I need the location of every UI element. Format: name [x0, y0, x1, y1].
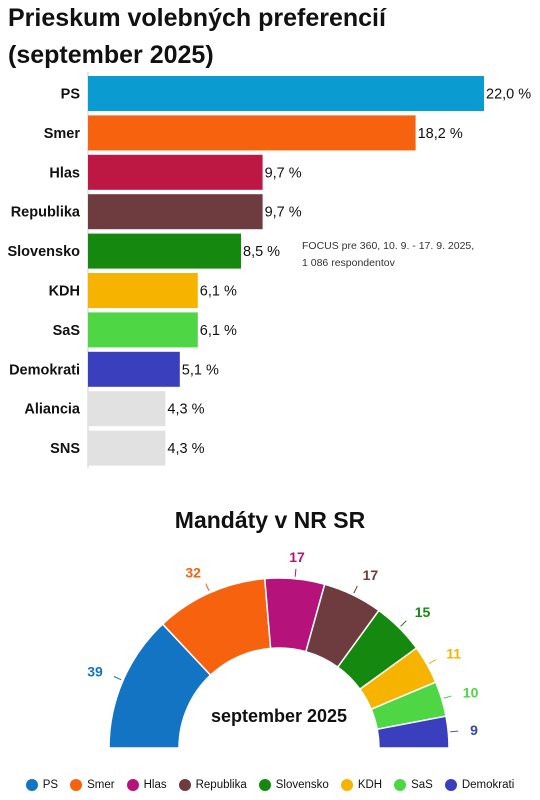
category-label: SNS	[50, 441, 80, 457]
legend-item-demokrati: Demokrati	[444, 779, 515, 791]
legend-item-kdh: KDH	[340, 779, 383, 791]
bar-republika	[88, 194, 263, 230]
seat-label-leader	[294, 568, 297, 577]
chart-title-line-2: (september 2025)	[8, 41, 214, 69]
seats-chart-title: Mandáty v NR SR	[174, 507, 366, 533]
chart-title-line-1: Prieskum volebných preferencií	[8, 4, 386, 32]
seat-count-label: 10	[463, 685, 479, 701]
category-label: Hlas	[49, 165, 80, 181]
seat-label-leader	[113, 676, 122, 681]
seat-count-label: 32	[185, 565, 201, 581]
legend-label: SaS	[411, 779, 433, 791]
bar-value-label: 4,3 %	[167, 402, 204, 418]
legend: PS Smer Hlas Republika Slovensko KDH SaS Demokr…	[0, 776, 540, 794]
legend-item-slovensko: Slovensko	[258, 779, 329, 791]
bar-smer	[88, 115, 416, 151]
legend-label: PS	[42, 779, 59, 791]
seat-label-leader	[428, 659, 437, 665]
legend-item-sas: SaS	[394, 779, 433, 791]
category-label: Smer	[44, 126, 81, 142]
bar-ps	[88, 76, 484, 111]
legend-swatch	[25, 779, 38, 791]
legend-swatch	[340, 779, 353, 791]
bar-value-label: 6,1 %	[200, 323, 237, 339]
legend-swatch	[258, 779, 271, 791]
category-label: Aliancia	[24, 402, 81, 418]
seat-count-label: 9	[470, 722, 478, 738]
seats-center-label: september 2025	[211, 706, 347, 726]
legend-item-smer: Smer	[70, 779, 115, 791]
category-label: Republika	[11, 205, 81, 221]
category-label: KDH	[49, 284, 80, 300]
legend-item-republika: Republika	[178, 779, 247, 791]
seat-label-leader	[353, 585, 358, 594]
seat-segment-demokrati	[376, 715, 450, 749]
bar-slovensko	[88, 233, 241, 269]
bar-value-label: 9,7 %	[265, 205, 302, 221]
legend-item-hlas: Hlas	[126, 779, 167, 791]
seat-count-label: 39	[87, 664, 103, 680]
category-label: Demokrati	[9, 362, 80, 378]
seats-chart: 39 32 17 17 15 11 10 9 september 2025	[87, 549, 479, 749]
legend-swatch	[178, 779, 191, 791]
legend-label: Slovensko	[275, 779, 329, 791]
bar-sas	[88, 312, 198, 348]
bar-value-label: 18,2 %	[418, 126, 463, 142]
seat-count-label: 11	[446, 646, 461, 662]
bar-sns	[88, 430, 166, 466]
bar-value-label: 8,5 %	[243, 244, 280, 260]
seat-label-leader	[400, 620, 407, 627]
legend-label: Hlas	[143, 779, 167, 791]
bar-kdh	[88, 273, 198, 308]
seat-label-leader	[205, 583, 210, 592]
bar-value-label: 9,7 %	[265, 165, 302, 181]
bar-value-label: 6,1 %	[200, 284, 237, 300]
category-label: PS	[61, 87, 81, 103]
bar-hlas	[88, 154, 263, 190]
bar-value-label: 5,1 %	[182, 362, 219, 378]
bar-demokrati	[88, 351, 180, 387]
seat-label-leader	[450, 730, 459, 733]
source-note-line-1: FOCUS pre 360, 10. 9. - 17. 9. 2025,	[302, 240, 475, 252]
bar-value-label: 22,0 %	[486, 87, 531, 103]
source-note: FOCUS pre 360, 10. 9. - 17. 9. 2025, 1 0…	[302, 238, 474, 272]
category-label: Slovensko	[7, 244, 80, 260]
category-label: SaS	[53, 323, 81, 339]
legend-swatch	[444, 779, 457, 791]
legend-swatch	[394, 779, 407, 791]
bar-value-label: 4,3 %	[167, 441, 204, 457]
seat-count-label: 17	[363, 567, 379, 583]
legend-label: KDH	[357, 779, 383, 791]
source-note-line-2: 1 086 respondentov	[302, 257, 395, 269]
legend-item-ps: PS	[25, 779, 59, 791]
bar-aliancia	[88, 391, 166, 427]
legend-swatch	[70, 779, 83, 791]
seat-label-leader	[443, 695, 452, 699]
legend-label: Demokrati	[461, 779, 515, 791]
seat-count-label: 17	[289, 549, 305, 565]
legend-label: Republika	[195, 779, 247, 791]
bar-chart: PS 22,0 % Smer 18,2 % Hlas 9,7 % Republika 9,7 …	[7, 72, 531, 468]
legend-label: Smer	[87, 779, 115, 791]
chart-title: Prieskum volebných preferencií (septembe…	[8, 0, 528, 74]
seat-count-label: 15	[415, 604, 431, 620]
legend-swatch	[126, 779, 139, 791]
